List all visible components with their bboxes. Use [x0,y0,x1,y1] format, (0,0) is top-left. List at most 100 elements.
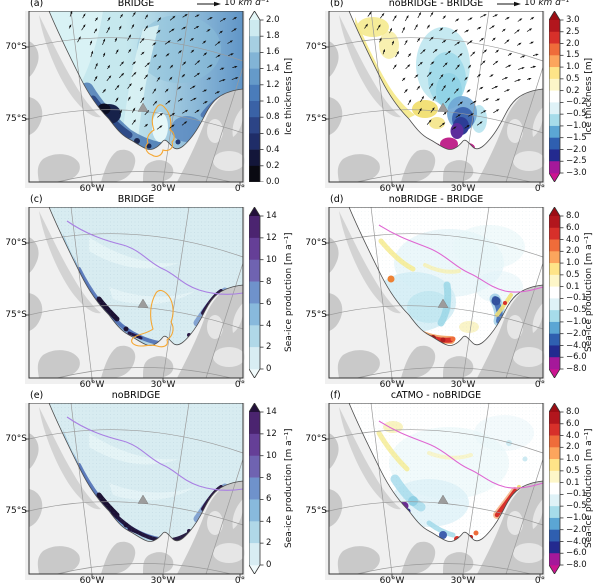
lat-label-1: 75°S [305,506,327,516]
panel-b: (b) noBRIDGE - BRIDGE 10 km d⁻¹ 60°W 30°W 0° 7… [300,0,600,195]
lon-label-2: 0° [234,184,246,194]
colorbar-tick-f-8: −0.5 [566,501,587,512]
map-host-a [0,0,300,195]
colorbar-host-d [300,196,600,391]
colorbar-host-c [0,196,300,391]
colorbar-tick-e-4: 6 [266,494,272,505]
panel-title-d: noBRIDGE - BRIDGE [388,194,484,205]
map-panel-c [25,207,245,384]
lat-label-1: 75°S [305,310,327,320]
colorbar-tick-d-11: −4.0 [566,340,587,351]
violet-contour [66,220,244,295]
map-panel-e [25,403,245,580]
panel-f: (f) cATMO - noBRIDGE 60°W 30°W 0° 70°S 75°S 8.0… [300,390,600,587]
map-frame [328,11,544,183]
graticule [28,403,244,575]
colorbar-label-e: Sea-ice production [m a⁻¹] [284,428,294,549]
map-panel-a [25,11,245,188]
colorbar-tick-a-4: 1.2 [266,79,280,90]
triangle-marker [437,298,449,308]
colorbar [549,11,564,182]
colorbar-tick-a-3: 1.4 [266,63,280,74]
quiver-key-value: 10 [224,0,236,8]
triangle-marker [137,102,149,112]
quiver-key-a: 10 km d⁻¹ [196,0,300,10]
lat-label-0: 70°S [5,42,27,52]
colorbar-tick-a-2: 1.6 [266,47,280,58]
colorbar-tick-b-4: 1.0 [566,62,580,73]
graticule [328,207,544,379]
lat-label-0: 70°S [5,238,27,248]
coastline [48,11,244,150]
ice-drift-arrows [364,11,539,130]
colorbar-tick-d-3: 2.0 [566,246,580,257]
colorbar-tick-b-6: 0.2 [566,85,580,96]
colorbar-tick-a-5: 1.0 [266,96,280,106]
colorbar-tick-b-10: −1.5 [566,132,587,143]
triangle-marker [437,102,449,112]
map-panel-b [325,11,545,188]
colorbar [249,11,264,182]
colorbar-tick-e-5: 4 [266,516,272,527]
colorbar-tick-e-3: 8 [266,472,272,483]
map-host-d [300,196,600,391]
quiver-key-unit: km d⁻¹ [538,0,570,8]
colorbar-tick-d-6: 0.1 [566,281,580,292]
lon-label-2: 0° [534,380,546,390]
colorbar-tick-a-10: 0.0 [266,177,280,187]
colorbar-tick-f-12: −6.0 [566,548,587,559]
map-host-b [300,0,600,195]
graticule [28,11,244,183]
triangle-marker [137,494,149,504]
lat-label-0: 70°S [305,434,327,444]
colorbar-tick-c-5: 4 [266,320,272,331]
colorbar-tick-d-0: 8.0 [566,211,580,221]
colorbar-tick-f-2: 4.0 [566,430,580,441]
colorbar-tick-f-7: −0.1 [566,489,587,500]
map-frame [328,403,544,575]
map-host-c [0,196,300,391]
quiver-key-value: 10 [524,0,536,8]
axis-ticks [325,242,541,382]
violet-contour [66,416,244,491]
quiver-key-b: 10 km d⁻¹ [496,0,600,10]
lon-label-0: 60°W [379,184,405,194]
map-frame [328,207,544,379]
colorbar-tick-e-0: 14 [266,407,277,417]
panel-title-a: BRIDGE [117,0,155,9]
triangle-marker [437,494,449,504]
colorbar [549,403,564,574]
colorbar-tick-c-2: 10 [266,254,277,265]
lat-label-0: 70°S [5,434,27,444]
colorbar-tick-b-13: −3.0 [566,168,587,178]
colorbar-tick-f-13: −8.0 [566,560,587,570]
panel-a: (a) BRIDGE 10 km d⁻¹ 60°W 30°W 0° 70°S 75°S 2.0 1… [0,0,300,195]
orange-contour [145,104,175,157]
colorbar-host-b [300,0,600,195]
colorbar-tick-e-6: 2 [266,538,272,549]
lon-label-0: 60°W [79,184,105,194]
colorbar-label-d: Sea-ice production [m a⁻¹] [584,232,594,353]
colorbar-host-a [0,0,300,195]
graticule [328,11,544,183]
colorbar [549,207,564,378]
colorbar-tick-e-1: 12 [266,428,277,439]
magenta-contour [378,224,544,293]
map-host-f [300,392,600,587]
panel-title-e: noBRIDGE [111,390,161,401]
colorbar-tick-d-1: 6.0 [566,222,580,233]
colorbar-tick-d-10: −2.0 [566,328,587,339]
map-panel-d [325,207,545,384]
panel-letter-b: (b) [330,0,344,9]
quiver-key-text: 10 km d⁻¹ [524,0,569,8]
lon-label-1: 30°W [150,184,176,194]
colorbar-tick-c-4: 6 [266,298,272,309]
axis-ticks [25,242,241,382]
panel-title-b: noBRIDGE - BRIDGE [388,0,484,9]
colorbar-tick-d-5: 0.5 [566,269,580,280]
colorbar-tick-b-3: 1.5 [566,50,580,61]
panel-d: (d) noBRIDGE - BRIDGE 60°W 30°W 0° 70°S 75°S 8.… [300,194,600,391]
panel-title-c: BRIDGE [117,194,155,205]
colorbar-tick-b-7: −0.2 [566,97,587,108]
